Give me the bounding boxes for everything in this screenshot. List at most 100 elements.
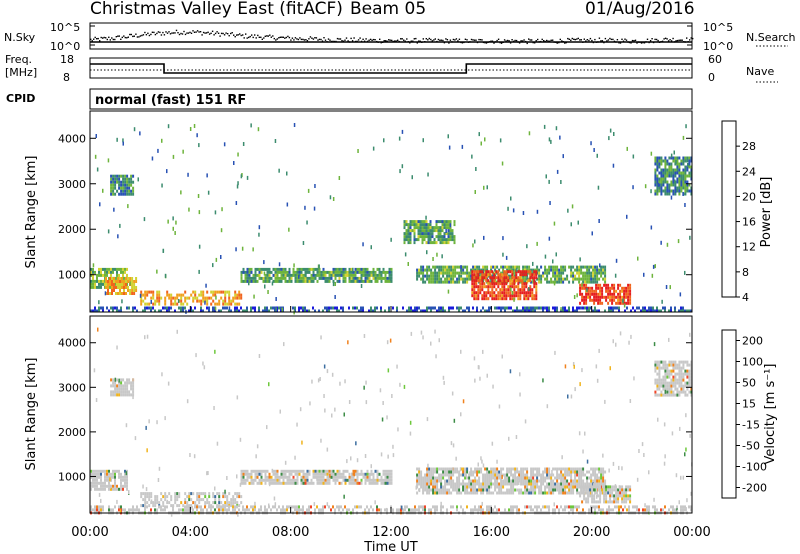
range-cell <box>96 276 98 280</box>
range-cell <box>682 174 685 178</box>
range-cell <box>588 306 590 310</box>
range-cell <box>494 306 496 310</box>
range-cell <box>430 280 433 284</box>
range-cell <box>622 298 624 303</box>
range-cell <box>90 270 92 274</box>
range-cell <box>421 223 424 227</box>
range-cell <box>670 162 673 166</box>
range-cell <box>416 309 418 313</box>
range-cell <box>512 491 515 495</box>
range-cell <box>356 475 359 479</box>
range-cell <box>414 309 416 313</box>
nsky-point <box>251 34 253 36</box>
range-cell <box>372 273 375 277</box>
range-cell <box>578 479 581 483</box>
nsky-point <box>336 37 339 40</box>
range-cell <box>570 485 573 489</box>
range-cell <box>638 306 640 310</box>
range-cell <box>350 279 353 283</box>
range-cell <box>280 270 283 274</box>
range-cell <box>94 475 96 479</box>
range-cell <box>352 475 355 479</box>
nsky-point <box>273 37 275 40</box>
range-cell <box>403 223 406 227</box>
nsky-point <box>663 38 665 40</box>
range-cell <box>572 467 575 471</box>
range-cell <box>123 280 125 283</box>
range-cell <box>382 267 385 271</box>
range-cell <box>94 309 96 313</box>
range-cell <box>330 475 333 479</box>
range-cell <box>324 276 327 280</box>
range-cell <box>426 470 429 474</box>
range-cell <box>96 279 98 283</box>
range-cell <box>308 270 311 274</box>
range-cell <box>429 241 432 245</box>
range-cell <box>632 505 634 509</box>
range-cell <box>304 309 306 313</box>
range-cell <box>473 291 476 295</box>
range-cell <box>166 293 169 297</box>
range-cell <box>242 481 245 485</box>
range-cell <box>688 165 691 169</box>
nsky-point <box>175 29 178 32</box>
range-cell <box>466 277 469 281</box>
range-cell <box>288 469 291 473</box>
range-cell <box>562 154 564 159</box>
range-cell <box>496 306 498 310</box>
range-cell <box>492 476 495 480</box>
range-cell <box>376 481 379 485</box>
range-cell <box>346 273 349 277</box>
range-cell <box>288 267 291 271</box>
range-cell <box>182 293 185 297</box>
range-cell <box>564 479 567 483</box>
nsky-point <box>172 32 175 34</box>
range-cell <box>556 467 559 471</box>
range-cell <box>132 387 135 391</box>
range-cell <box>619 289 622 293</box>
range-cell <box>596 482 599 486</box>
range-cell <box>188 492 191 496</box>
range-cell <box>94 154 97 159</box>
nsky-point <box>624 38 626 40</box>
nsky-point <box>594 38 596 41</box>
range-cell <box>660 177 663 181</box>
range-cell <box>448 479 451 483</box>
range-cell <box>687 163 689 167</box>
range-cell <box>524 467 527 471</box>
range-cell <box>558 488 561 492</box>
range-cell <box>242 475 245 479</box>
range-cell <box>656 177 659 181</box>
range-cell <box>123 292 125 295</box>
station-title: Christmas Valley East (fitACF) <box>90 0 343 19</box>
range-cell <box>503 294 506 298</box>
range-cell <box>416 482 419 486</box>
nsky-point <box>90 38 92 40</box>
range-cell <box>368 270 371 274</box>
range-cell <box>336 309 338 313</box>
range-cell <box>593 148 595 152</box>
range-cell <box>208 309 210 313</box>
range-cell <box>354 276 357 280</box>
range-cell <box>390 478 393 482</box>
nsky-point <box>266 35 268 37</box>
range-cell <box>122 273 124 277</box>
range-cell <box>435 229 438 233</box>
range-cell <box>517 285 520 289</box>
range-cell <box>521 270 524 274</box>
range-cell <box>92 263 95 268</box>
nsky-point <box>353 37 355 39</box>
nsky-ticks <box>90 25 692 46</box>
range-cell <box>214 309 216 313</box>
range-cell <box>274 267 277 271</box>
range-cell <box>313 206 316 211</box>
range-cell <box>502 485 505 489</box>
range-cell <box>148 492 151 496</box>
range-cell <box>481 288 484 292</box>
range-cell <box>529 273 532 277</box>
nsky-point <box>154 33 157 36</box>
range-cell <box>436 485 439 489</box>
range-cell <box>94 478 96 482</box>
range-cell <box>140 504 143 508</box>
range-cell <box>688 159 691 163</box>
